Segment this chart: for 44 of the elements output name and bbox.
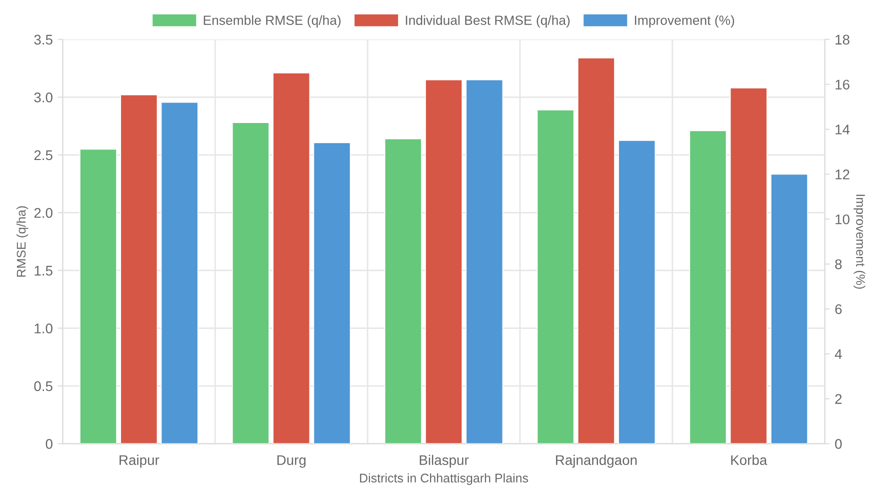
x-tick-label: Raipur	[120, 454, 160, 468]
bar	[618, 140, 656, 444]
x-axis-title: Districts in Chhattisgarh Plains	[360, 473, 528, 485]
y2-tick-label: 10	[836, 214, 850, 224]
y-tick-label: 2.0	[34, 208, 52, 218]
y-tick-label: 2.5	[34, 150, 52, 160]
y2-tick-label: 0	[835, 439, 842, 449]
y2-tick-label: 14	[836, 124, 850, 134]
y2-tick-label: 12	[836, 170, 850, 180]
x-tick-label: Korba	[731, 454, 768, 466]
y2-tick-label: 6	[835, 304, 842, 314]
x-tick-label: Rajnandgaon	[556, 454, 637, 468]
bar	[425, 79, 462, 444]
bar	[466, 79, 504, 444]
y-tick-label: 3.5	[34, 34, 52, 45]
y2-tick-label: 8	[835, 259, 842, 270]
x-tick-label: Durg	[277, 455, 306, 468]
y2-tick-label: 4	[834, 349, 842, 359]
bar	[313, 142, 351, 444]
y-tick-label: 1.0	[34, 324, 52, 334]
y2-tick-label: 16	[836, 80, 850, 90]
bar	[730, 88, 768, 444]
bar	[160, 102, 198, 444]
y-tick-label: 0.5	[34, 381, 52, 392]
y-tick-label: 0	[46, 439, 52, 449]
bar	[689, 130, 727, 444]
bar	[577, 58, 615, 444]
bar	[80, 148, 117, 444]
y2-axis-title: Improvement (%)	[854, 194, 866, 289]
legend-label: Individual Best RMSE (q/ha)	[406, 15, 570, 28]
x-tick-label: Bilaspur	[420, 454, 469, 468]
y-tick-label: 3.0	[34, 92, 52, 102]
legend-label: Improvement (%)	[634, 15, 734, 28]
y-axis-title: RMSE (q/ha)	[16, 206, 28, 277]
y-tick-label: 1.5	[34, 266, 52, 276]
bar	[384, 138, 422, 444]
y2-tick-label: 18	[836, 34, 850, 45]
bar	[272, 72, 310, 444]
bar	[536, 109, 574, 444]
legend-label: Ensemble RMSE (q/ha)	[204, 15, 341, 28]
bar	[120, 94, 158, 444]
y2-tick-label: 2	[835, 394, 842, 404]
bar	[770, 174, 808, 444]
bar	[232, 122, 270, 444]
